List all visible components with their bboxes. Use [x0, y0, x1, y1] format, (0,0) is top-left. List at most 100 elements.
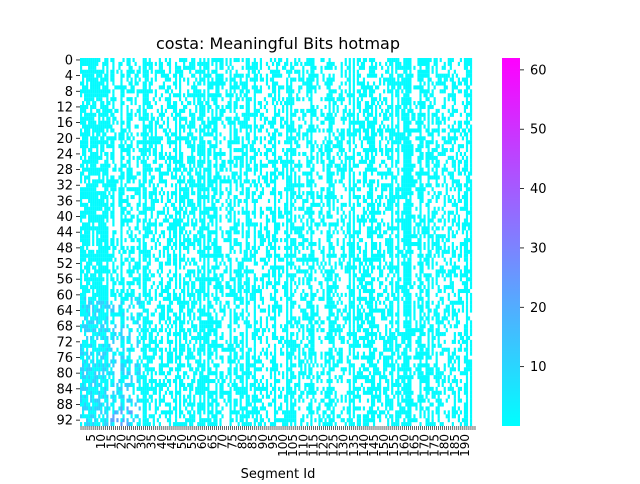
heatmap-cell	[360, 120, 364, 125]
heatmap-cell	[82, 191, 85, 196]
heatmap-cell	[130, 175, 133, 180]
heatmap-cell	[431, 128, 434, 133]
heatmap-cell	[98, 198, 101, 203]
heatmap-cell	[229, 187, 232, 192]
heatmap-cell	[100, 218, 103, 223]
heatmap-cell	[288, 210, 291, 215]
heatmap-cell	[336, 128, 339, 133]
heatmap-cell	[112, 128, 115, 133]
heatmap-cell	[401, 183, 404, 188]
heatmap-cell	[120, 124, 123, 129]
heatmap-cell	[348, 198, 351, 203]
heatmap-cell	[368, 218, 372, 223]
heatmap-cell	[126, 179, 129, 184]
heatmap-cell	[98, 128, 101, 133]
heatmap-cell	[124, 140, 127, 145]
heatmap-cell	[377, 234, 380, 239]
heatmap-cell	[233, 128, 236, 133]
heatmap-cell	[243, 198, 246, 203]
heatmap-cell	[104, 195, 107, 200]
heatmap-cell	[453, 198, 456, 203]
heatmap-cell	[280, 101, 283, 106]
heatmap-cell	[316, 151, 319, 157]
heatmap-cell	[364, 198, 368, 203]
heatmap-cell	[241, 163, 244, 168]
heatmap-cell	[152, 187, 155, 192]
heatmap-cell	[82, 140, 85, 145]
heatmap-cell	[407, 116, 410, 121]
heatmap-cell	[209, 120, 212, 125]
heatmap-cell	[457, 214, 460, 219]
heatmap-cell	[278, 132, 281, 137]
heatmap-cell	[332, 101, 335, 106]
heatmap-cell	[172, 226, 176, 231]
heatmap-cell	[265, 163, 269, 168]
heatmap-cell	[193, 93, 196, 98]
heatmap-cell	[397, 101, 400, 106]
heatmap-cell	[158, 97, 161, 102]
heatmap-cell	[435, 167, 438, 172]
heatmap-cell	[146, 101, 149, 106]
heatmap-cell	[150, 191, 153, 196]
heatmap-cell	[168, 238, 172, 243]
heatmap-cell	[247, 132, 250, 137]
heatmap-cell	[174, 136, 178, 141]
heatmap-cell	[310, 148, 313, 153]
heatmap-cell	[427, 69, 430, 74]
heatmap-cell	[310, 69, 313, 74]
heatmap-cell	[334, 101, 337, 106]
heatmap-cell	[290, 183, 293, 188]
heatmap-cell	[92, 210, 95, 215]
heatmap-cell	[152, 183, 155, 188]
heatmap-cell	[451, 73, 454, 78]
heatmap-cell	[310, 218, 313, 223]
heatmap-cell	[245, 120, 248, 125]
heatmap-cell	[245, 89, 248, 94]
heatmap-cell	[249, 222, 252, 227]
heatmap-cell	[463, 167, 467, 172]
heatmap-cell	[265, 73, 269, 78]
heatmap-cell	[389, 206, 392, 211]
heatmap-cell	[306, 198, 309, 203]
heatmap-cell	[443, 81, 446, 86]
heatmap-cell	[102, 124, 105, 129]
heatmap-cell	[316, 144, 319, 149]
heatmap-cell	[136, 163, 139, 168]
heatmap-cell	[203, 238, 206, 243]
heatmap-cell	[122, 222, 125, 227]
heatmap-cell	[233, 214, 236, 219]
heatmap-cell	[82, 108, 85, 113]
heatmap-cell	[405, 230, 408, 235]
heatmap-cell	[401, 101, 404, 106]
heatmap-cell	[179, 112, 182, 117]
heatmap-cell	[437, 238, 440, 243]
heatmap-cell	[288, 93, 291, 98]
heatmap-cell	[405, 93, 408, 98]
heatmap-cell	[96, 85, 99, 90]
heatmap-cell	[150, 65, 153, 70]
heatmap-cell	[437, 242, 440, 247]
heatmap-cell	[290, 128, 293, 133]
heatmap-cell	[310, 151, 313, 157]
heatmap-cell	[92, 104, 95, 110]
heatmap-cell	[455, 85, 458, 90]
heatmap-cell	[389, 198, 392, 203]
heatmap-cell	[417, 77, 420, 82]
heatmap-cell	[322, 159, 325, 164]
heatmap-cell	[191, 210, 194, 215]
heatmap-cell	[435, 163, 438, 168]
heatmap-cell	[209, 234, 212, 239]
heatmap-cell	[213, 155, 216, 160]
heatmap-cell	[391, 77, 394, 82]
heatmap-cell	[201, 151, 204, 157]
heatmap-cell	[393, 58, 396, 63]
heatmap-cell	[106, 58, 109, 63]
heatmap-cell	[417, 73, 420, 78]
heatmap-cell	[463, 65, 467, 70]
heatmap-cell	[120, 73, 123, 78]
heatmap-cell	[377, 179, 380, 184]
heatmap-cell	[435, 128, 438, 133]
heatmap-cell	[395, 218, 398, 223]
heatmap-cell	[130, 77, 133, 82]
heatmap-cell	[259, 195, 262, 200]
